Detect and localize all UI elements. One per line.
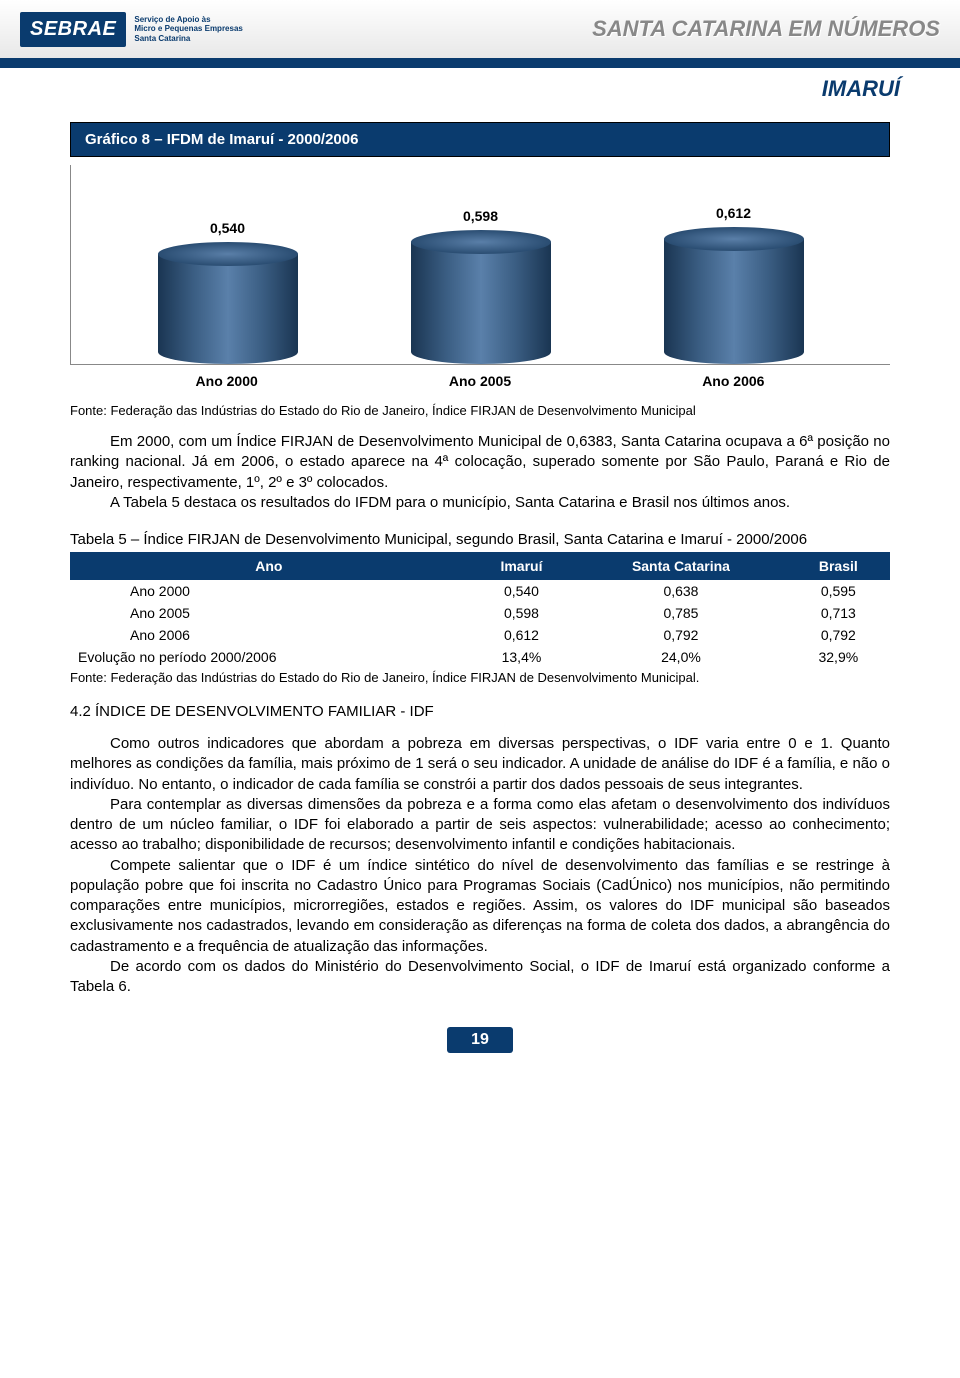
x-axis-label: Ano 2000	[137, 373, 317, 389]
table-cell: 0,792	[575, 624, 786, 646]
x-axis-label: Ano 2006	[643, 373, 823, 389]
bar-2006: 0,612	[644, 205, 824, 364]
paragraph-1: Em 2000, com um Índice FIRJAN de Desenvo…	[70, 432, 890, 513]
table-caption: Tabela 5 – Índice FIRJAN de Desenvolvime…	[70, 531, 890, 548]
table-cell: 32,9%	[787, 646, 890, 668]
table-cell: Evolução no período 2000/2006	[70, 646, 468, 668]
table-cell: 0,792	[787, 624, 890, 646]
bar-2005: 0,598	[391, 208, 571, 364]
sebrae-logo: SEBRAE Serviço de Apoio às Micro e Peque…	[20, 12, 243, 47]
bar-value-label: 0,598	[463, 208, 498, 224]
table-header: Ano	[70, 552, 468, 580]
bar-2000: 0,540	[138, 220, 318, 364]
page-number: 19	[447, 1027, 513, 1053]
table-header: Santa Catarina	[575, 552, 786, 580]
cylinder-shape	[158, 242, 298, 364]
section-body: Como outros indicadores que abordam a po…	[70, 734, 890, 997]
table-cell: 0,540	[468, 580, 576, 602]
table-row: Ano 20000,5400,6380,595	[70, 580, 890, 602]
header-title: SANTA CATARINA EM NÚMEROS	[592, 16, 940, 42]
page-header: SEBRAE Serviço de Apoio às Micro e Peque…	[0, 0, 960, 60]
table-cell: 0,612	[468, 624, 576, 646]
sebrae-logo-text: SEBRAE	[20, 12, 126, 47]
ifdm-table: Ano Imaruí Santa Catarina Brasil Ano 200…	[70, 552, 890, 668]
table-header-row: Ano Imaruí Santa Catarina Brasil	[70, 552, 890, 580]
chart-source: Fonte: Federação das Indústrias do Estad…	[70, 403, 890, 418]
table-cell: 0,713	[787, 602, 890, 624]
table-cell: 0,785	[575, 602, 786, 624]
municipality-name: IMARUÍ	[0, 68, 960, 122]
table-source: Fonte: Federação das Indústrias do Estad…	[70, 670, 890, 685]
cylinder-shape	[411, 230, 551, 364]
cylinder-shape	[664, 227, 804, 364]
table-row: Ano 20050,5980,7850,713	[70, 602, 890, 624]
table-cell: 13,4%	[468, 646, 576, 668]
chart-title: Gráfico 8 – IFDM de Imaruí - 2000/2006	[70, 122, 890, 157]
chart-x-axis: Ano 2000 Ano 2005 Ano 2006	[70, 365, 890, 389]
table-cell: 0,638	[575, 580, 786, 602]
table-cell: 24,0%	[575, 646, 786, 668]
table-cell: Ano 2006	[70, 624, 468, 646]
table-row: Evolução no período 2000/200613,4%24,0%3…	[70, 646, 890, 668]
page-number-container: 19	[70, 1027, 890, 1053]
table-cell: Ano 2005	[70, 602, 468, 624]
ifdm-bar-chart: 0,540 0,598 0,612	[70, 165, 890, 365]
bar-value-label: 0,612	[716, 205, 751, 221]
table-cell: Ano 2000	[70, 580, 468, 602]
header-accent-bar	[0, 60, 960, 68]
sebrae-logo-subtitle: Serviço de Apoio às Micro e Pequenas Emp…	[134, 15, 243, 44]
bar-value-label: 0,540	[210, 220, 245, 236]
table-header: Imaruí	[468, 552, 576, 580]
table-row: Ano 20060,6120,7920,792	[70, 624, 890, 646]
page-content: Gráfico 8 – IFDM de Imaruí - 2000/2006 0…	[0, 122, 960, 1093]
table-cell: 0,595	[787, 580, 890, 602]
section-heading: 4.2 ÍNDICE DE DESENVOLVIMENTO FAMILIAR -…	[70, 703, 890, 720]
table-header: Brasil	[787, 552, 890, 580]
x-axis-label: Ano 2005	[390, 373, 570, 389]
table-cell: 0,598	[468, 602, 576, 624]
